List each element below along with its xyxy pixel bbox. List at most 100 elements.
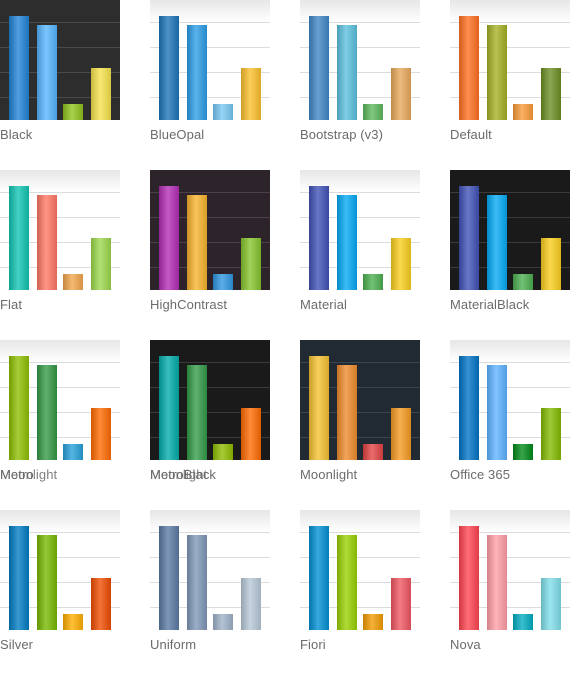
theme-name: Black	[0, 127, 33, 142]
theme-tile-blueopal[interactable]: BlueOpal	[150, 0, 270, 150]
theme-label: Fiori	[300, 637, 326, 652]
preview-bar-1	[9, 356, 29, 460]
preview-bar-1	[459, 186, 479, 290]
preview-bar-3	[513, 274, 533, 290]
theme-tile-uniform[interactable]: Uniform	[150, 510, 270, 660]
theme-label: Black	[0, 127, 32, 142]
grid-line	[300, 607, 420, 608]
theme-tile-flat[interactable]: Flat	[0, 170, 120, 320]
grid-line	[300, 582, 420, 583]
theme-tile-metroblack[interactable]: MetroBlack Moonlight	[150, 340, 270, 490]
theme-label: Office 365	[450, 467, 510, 482]
theme-name: Office 365	[450, 467, 511, 482]
grid-line	[0, 582, 120, 583]
preview-bar-4	[541, 578, 561, 630]
grid-line	[0, 192, 120, 193]
theme-name: BlueOpal	[150, 127, 205, 142]
preview-bar-4	[241, 238, 261, 290]
preview-bar-4	[241, 408, 261, 460]
theme-tile-office-365[interactable]: Office 365	[450, 340, 570, 490]
theme-name: Bootstrap (v3)	[300, 127, 384, 142]
grid-line	[300, 47, 420, 48]
theme-tile-bootstrap-v3[interactable]: Bootstrap (v3)	[300, 0, 420, 150]
grid-line	[0, 22, 120, 23]
grid-line	[450, 532, 570, 533]
grid-line	[450, 97, 570, 98]
preview-bar-3	[213, 104, 233, 120]
preview-bar-3	[63, 274, 83, 290]
theme-name: Uniform	[150, 637, 197, 652]
grid-line	[0, 412, 120, 413]
theme-name: Nova	[450, 637, 481, 652]
theme-preview-chart	[150, 340, 270, 460]
grid-line	[300, 412, 420, 413]
theme-label: MetroBlack Moonlight	[150, 467, 216, 482]
preview-bar-1	[159, 356, 179, 460]
grid-line	[300, 532, 420, 533]
theme-preview-chart	[0, 170, 120, 290]
preview-bar-4	[541, 68, 561, 120]
preview-bar-4	[391, 408, 411, 460]
grid-line	[300, 267, 420, 268]
theme-preview-chart	[300, 0, 420, 120]
theme-preview-chart	[450, 170, 570, 290]
theme-label: Nova	[450, 637, 481, 652]
grid-line	[150, 97, 270, 98]
preview-bar-1	[459, 526, 479, 630]
preview-bar-2	[187, 365, 207, 460]
preview-bar-2	[37, 365, 57, 460]
theme-tile-fiori[interactable]: Fiori	[300, 510, 420, 660]
preview-bar-3	[63, 104, 83, 120]
grid-line	[450, 362, 570, 363]
grid-line	[300, 217, 420, 218]
grid-line	[300, 72, 420, 73]
theme-tile-highcontrast[interactable]: HighContrast	[150, 170, 270, 320]
theme-preview-chart	[150, 170, 270, 290]
theme-tile-silver[interactable]: Silver	[0, 510, 120, 660]
preview-bar-3	[363, 104, 383, 120]
theme-preview-chart	[450, 0, 570, 120]
preview-bar-4	[391, 238, 411, 290]
preview-bar-2	[487, 535, 507, 630]
grid-line	[0, 242, 120, 243]
theme-label: HighContrast	[150, 297, 227, 312]
preview-bar-3	[363, 614, 383, 630]
grid-line	[300, 192, 420, 193]
preview-bar-3	[513, 444, 533, 460]
theme-preview-chart	[300, 170, 420, 290]
grid-line	[450, 242, 570, 243]
preview-bar-1	[9, 16, 29, 120]
theme-tile-nova[interactable]: Nova	[450, 510, 570, 660]
theme-name: Default	[450, 127, 492, 142]
preview-bar-3	[513, 614, 533, 630]
grid-line	[0, 362, 120, 363]
grid-line	[150, 22, 270, 23]
grid-line	[150, 387, 270, 388]
grid-line	[0, 217, 120, 218]
theme-tile-moonlight[interactable]: Moonlight	[300, 340, 420, 490]
theme-label: Flat	[0, 297, 22, 312]
theme-tile-black[interactable]: Black	[0, 0, 120, 150]
theme-label: Bootstrap (v3)	[300, 127, 383, 142]
grid-line	[0, 387, 120, 388]
theme-preview-chart	[0, 0, 120, 120]
preview-bar-2	[487, 25, 507, 120]
theme-tile-materialblack[interactable]: MaterialBlack	[450, 170, 570, 320]
theme-tile-material[interactable]: Material	[300, 170, 420, 320]
grid-line	[0, 532, 120, 533]
theme-preview-chart	[300, 340, 420, 460]
preview-bar-2	[337, 195, 357, 290]
theme-preview-chart	[150, 0, 270, 120]
grid-line	[0, 72, 120, 73]
grid-line	[450, 607, 570, 608]
theme-tile-default[interactable]: Default	[450, 0, 570, 150]
preview-bar-3	[363, 444, 383, 460]
theme-preview-chart	[450, 510, 570, 630]
grid-line	[450, 22, 570, 23]
theme-tile-metro[interactable]: Metro Moonlight	[0, 340, 120, 490]
grid-line	[0, 557, 120, 558]
grid-line	[0, 47, 120, 48]
grid-line	[450, 47, 570, 48]
theme-label: Default	[450, 127, 492, 142]
preview-bar-1	[309, 16, 329, 120]
